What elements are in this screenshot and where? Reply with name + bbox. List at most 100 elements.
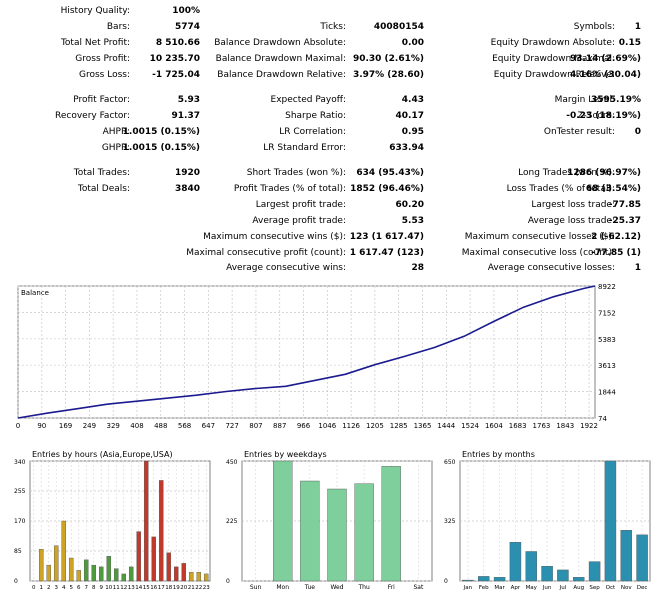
balance-dd-rel-value: 3.97% (28.60) xyxy=(352,70,424,80)
balance-chart: Balance 0 90 169 249 329 408 488 568 647 727 807 887… xyxy=(16,283,617,430)
hours-chart-bar-18 xyxy=(166,552,172,582)
maximal-cons-profit-label: Maximal consecutive profit (count): xyxy=(186,248,346,258)
hours-chart-x-tick: 6 xyxy=(77,585,81,591)
months-chart-x-tick: Jan xyxy=(463,585,473,591)
hours-chart-y-tick: 85 xyxy=(14,548,22,555)
total-net-profit-value: 8 510.66 xyxy=(155,38,200,48)
hours-chart-x-tick: 2 xyxy=(47,585,51,591)
balance-x-tick: 1843 xyxy=(556,422,574,430)
months-chart-x-tick: May xyxy=(526,585,538,591)
balance-title: Balance xyxy=(21,289,49,297)
hours-chart-bar-21 xyxy=(188,571,194,582)
months-chart-x-tick: Jun xyxy=(542,585,552,591)
months-chart-bar-jul xyxy=(557,569,569,582)
max-cons-losses-label: Maximum consecutive losses ($): xyxy=(464,232,615,242)
max-cons-wins-value: 123 (1 617.47) xyxy=(349,232,424,242)
ontester-result-value: 0 xyxy=(634,127,641,137)
avg-loss-label: Average loss trade: xyxy=(527,216,615,226)
weekdays-chart-x-tick: Sat xyxy=(414,584,424,591)
profit-factor-label: Profit Factor: xyxy=(73,95,130,105)
largest-profit-label: Largest profit trade: xyxy=(255,200,346,210)
months-chart-x-tick: Aug xyxy=(573,585,584,591)
total-deals-label: Total Deals: xyxy=(77,184,130,194)
profit-factor-value: 5.93 xyxy=(177,95,200,105)
months-chart-bar-may xyxy=(525,551,537,582)
hours-chart-bar-15 xyxy=(143,460,149,582)
gross-profit-label: Gross Profit: xyxy=(75,54,130,64)
hours-chart-bar-16 xyxy=(151,536,157,582)
short-trades-value: 634 (95.43%) xyxy=(356,168,424,178)
balance-x-tick: 1444 xyxy=(437,422,455,430)
sharpe-ratio-value: 40.17 xyxy=(395,111,424,121)
balance-x-tick: 1604 xyxy=(485,422,503,430)
balance-x-tick: 1285 xyxy=(390,422,408,430)
bars-label: Bars: xyxy=(106,22,130,32)
equity-dd-abs-label: Equity Drawdown Absolute: xyxy=(490,38,615,48)
symbols-label: Symbols: xyxy=(573,22,615,32)
loss-trades-label: Loss Trades (% of total): xyxy=(506,184,615,194)
hours-chart-x-tick: 8 xyxy=(92,585,96,591)
balance-y-tick: 5383 xyxy=(598,336,616,344)
weekdays-chart-y-tick: 0 xyxy=(226,578,230,585)
months-chart-bar-nov xyxy=(620,530,632,582)
statistics-table: History Quality: 100% Bars: 5774 Ticks: 40080… xyxy=(0,0,672,273)
z-score-label: Z-Score: xyxy=(577,111,616,121)
hours-chart-x-tick: 1 xyxy=(40,585,44,591)
balance-x-tick: 169 xyxy=(59,422,72,430)
months-chart-x-tick: Apr xyxy=(511,585,521,591)
balance-x-tick: 249 xyxy=(83,422,96,430)
weekdays-chart-x-tick: Tue xyxy=(304,584,316,591)
hours-chart-bar-12 xyxy=(121,573,127,582)
total-deals-value: 3840 xyxy=(174,184,200,194)
short-trades-label: Short Trades (won %): xyxy=(246,168,346,178)
balance-x-tick: 966 xyxy=(297,422,311,430)
balance-dd-max-label: Balance Drawdown Maximal: xyxy=(215,54,346,64)
balance-dd-rel-label: Balance Drawdown Relative: xyxy=(217,70,346,80)
months-chart-x-tick: Oct xyxy=(606,585,616,591)
hours-chart-bar-6 xyxy=(76,570,82,582)
months-chart-bar-sep xyxy=(588,561,601,582)
ahpr-label: AHPR: xyxy=(102,127,130,137)
balance-x-tick: 1524 xyxy=(461,422,479,430)
months-chart-x-tick: Dec xyxy=(637,585,648,591)
balance-x-tick: 727 xyxy=(225,422,238,430)
hours-chart-x-tick: 21 xyxy=(188,585,195,591)
weekdays-chart-y-tick: 450 xyxy=(226,459,238,466)
balance-y-tick: 1844 xyxy=(598,389,616,397)
hours-chart-bar-7 xyxy=(83,559,89,582)
ontester-result-label: OnTester result: xyxy=(543,127,615,137)
months-chart-bar-dec xyxy=(636,534,648,582)
balance-x-tick: 887 xyxy=(273,422,286,430)
equity-dd-max-value: 93.14 (2.69%) xyxy=(569,54,641,64)
weekdays-chart-bar-fri xyxy=(381,466,401,582)
hours-chart-x-tick: 7 xyxy=(85,585,89,591)
weekdays-chart-title: Entries by weekdays xyxy=(244,450,327,459)
gross-loss-label: Gross Loss: xyxy=(79,70,130,80)
hours-chart-x-tick: 14 xyxy=(135,585,142,591)
balance-dd-abs-label: Balance Drawdown Absolute: xyxy=(214,38,346,48)
hours-chart-x-tick: 9 xyxy=(100,585,104,591)
bars-value: 5774 xyxy=(174,22,200,32)
hours-chart-x-tick: 19 xyxy=(173,585,180,591)
recovery-factor-label: Recovery Factor: xyxy=(54,111,130,121)
hours-chart-x-tick: 15 xyxy=(143,585,150,591)
balance-x-tick: 90 xyxy=(37,422,46,430)
margin-level-label: Margin Level: xyxy=(554,95,615,105)
hours-chart-bar-17 xyxy=(158,480,164,582)
avg-cons-wins-label: Average consecutive wins: xyxy=(226,263,346,273)
hours-chart-x-tick: 16 xyxy=(150,585,157,591)
history-quality-value: 100% xyxy=(172,6,200,16)
long-trades-label: Long Trades (won %): xyxy=(518,168,615,178)
hours-chart-bar-22 xyxy=(196,571,202,582)
ahpr-value: 1.0015 (0.15%) xyxy=(122,127,200,137)
hours-chart-y-tick: 340 xyxy=(14,459,26,466)
hours-chart-x-tick: 22 xyxy=(195,585,202,591)
ticks-label: Ticks: xyxy=(320,22,346,32)
lr-std-error-label: LR Standard Error: xyxy=(263,143,346,153)
hours-chart-bar-2 xyxy=(46,564,52,582)
balance-x-tick: 1683 xyxy=(509,422,527,430)
balance-x-tick: 1365 xyxy=(414,422,432,430)
hours-chart-bar-23 xyxy=(203,573,209,582)
symbols-value: 1 xyxy=(634,22,641,32)
hours-chart-x-tick: 18 xyxy=(165,585,172,591)
